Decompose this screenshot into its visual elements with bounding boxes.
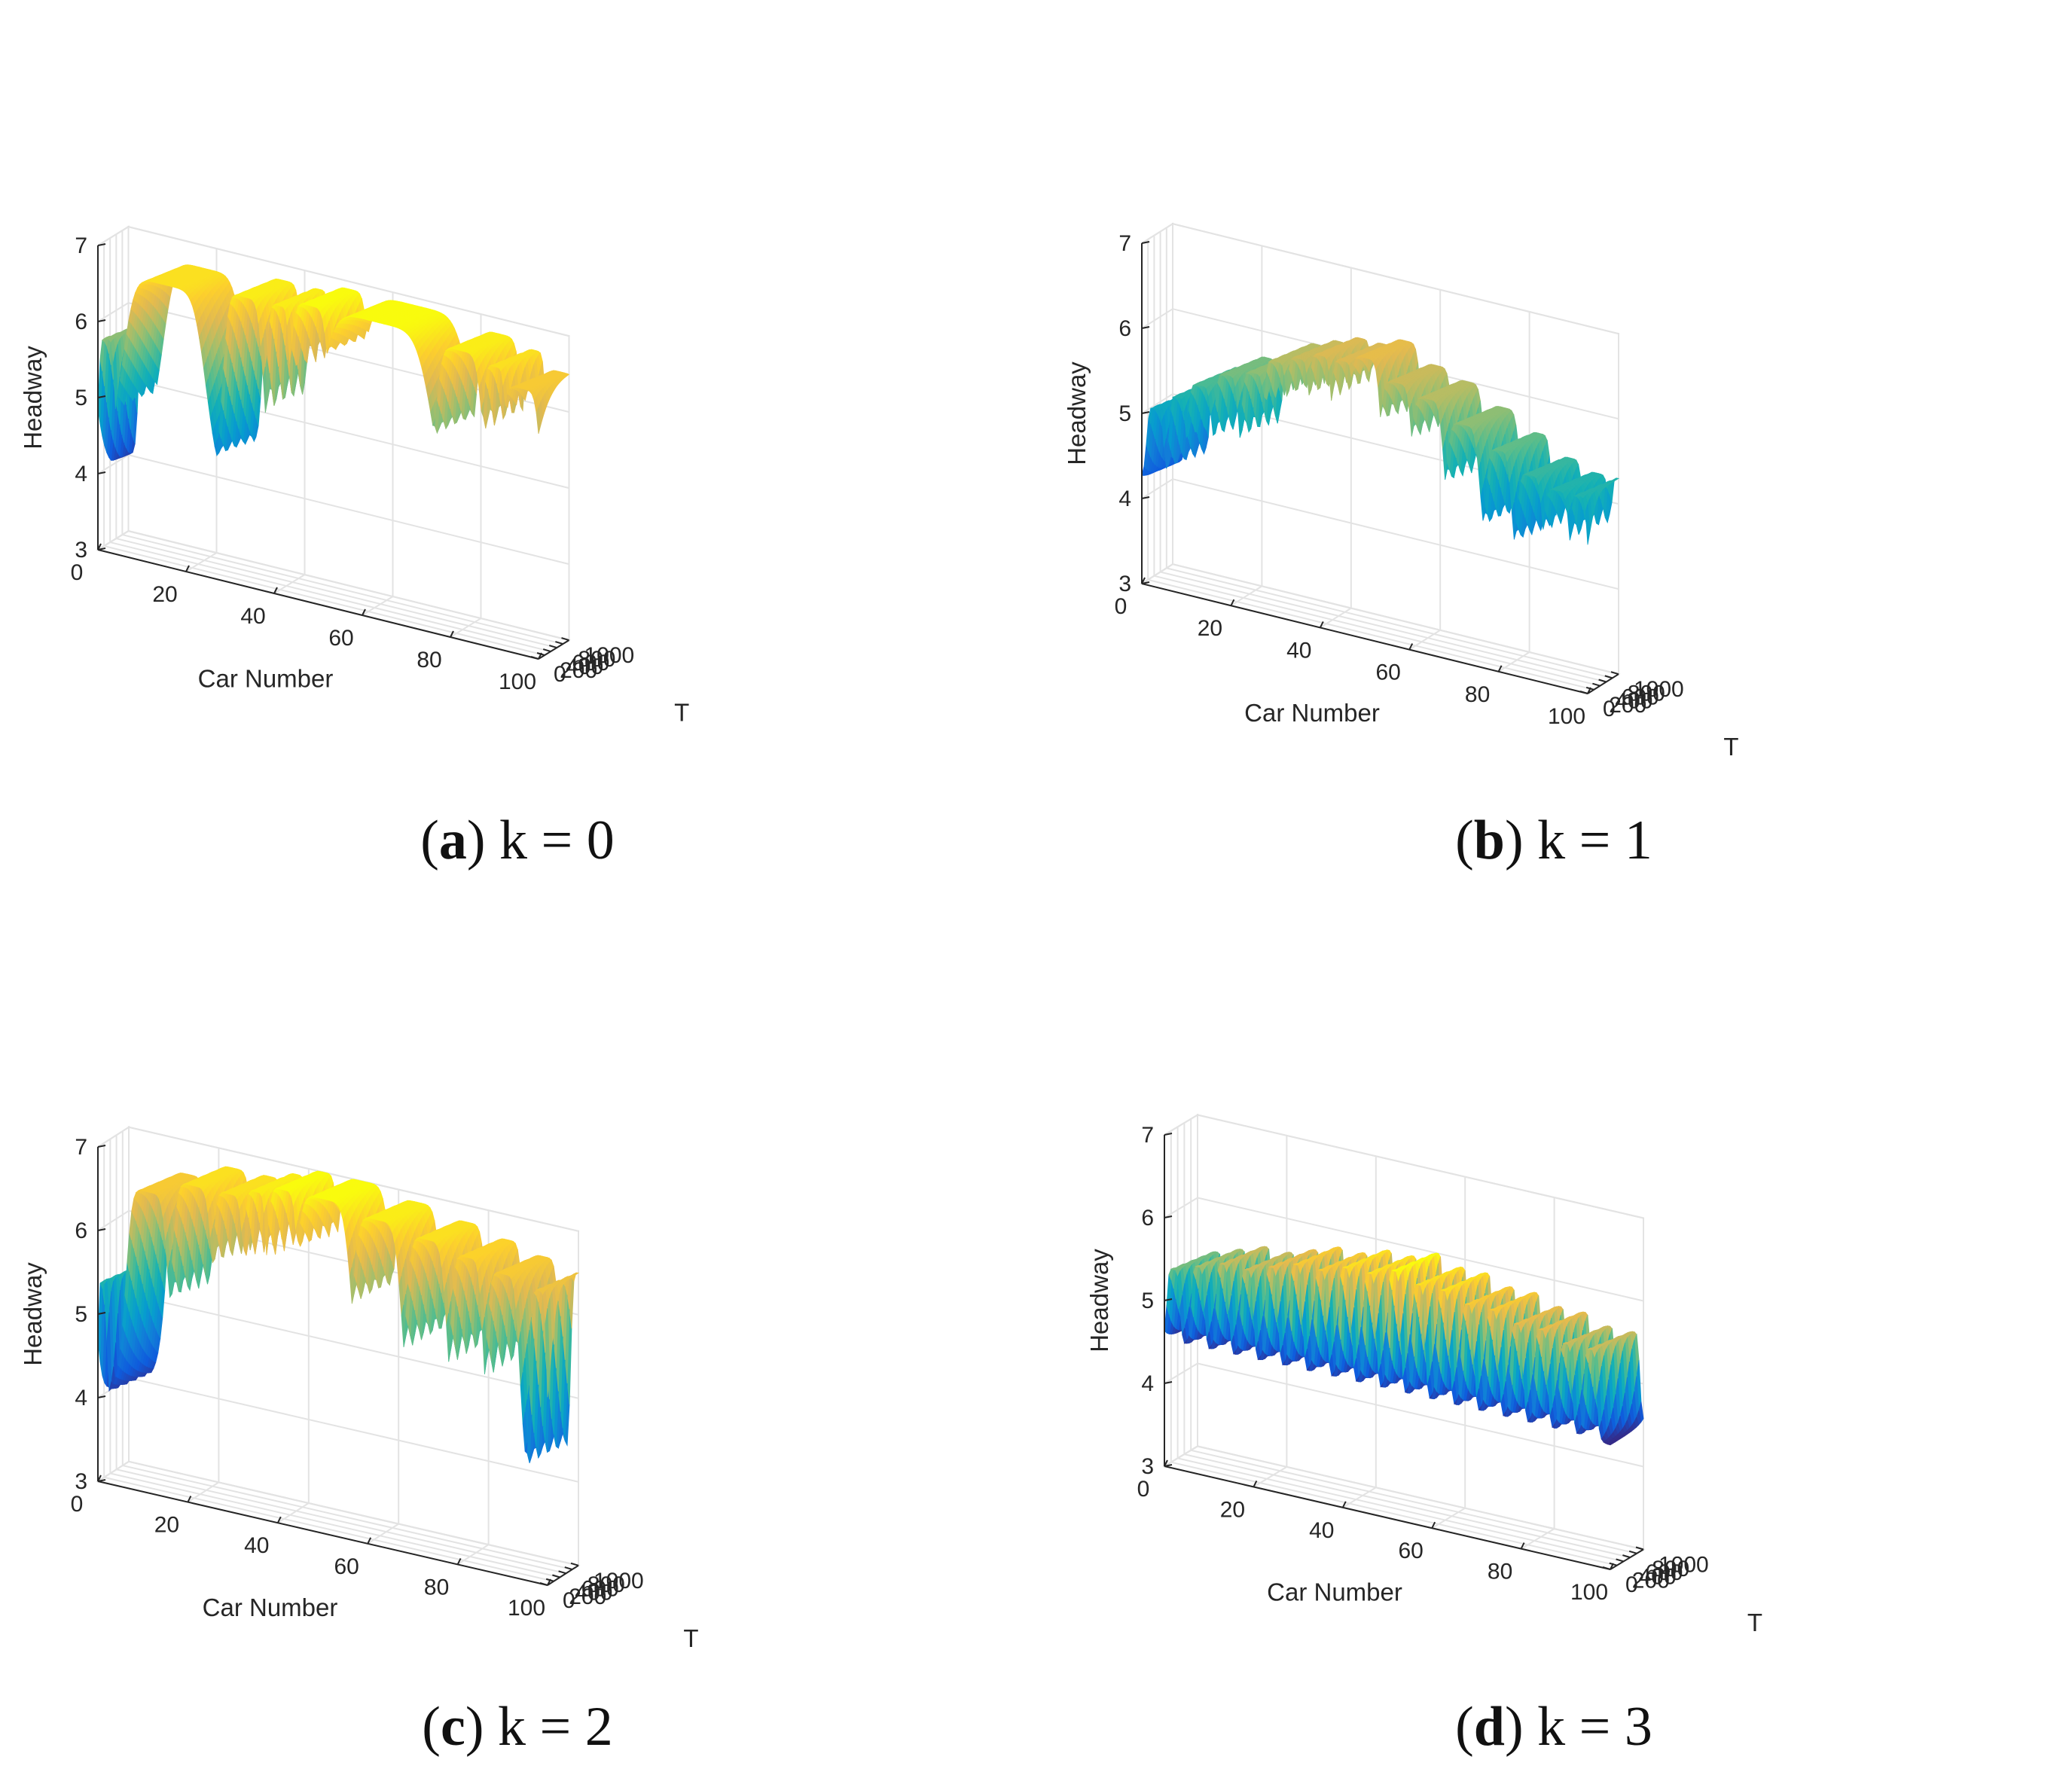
gridline-z-back bbox=[128, 226, 569, 337]
gridline-t-floor bbox=[1166, 567, 1613, 679]
surface bbox=[97, 264, 570, 462]
gridline-z-back bbox=[1172, 223, 1619, 335]
gridline-z-side bbox=[97, 530, 130, 550]
t-tick-label: 1000 bbox=[584, 643, 635, 668]
gridline-t-floor bbox=[103, 545, 545, 656]
gridline-z-side bbox=[97, 226, 130, 246]
t-tick-label: 800 bbox=[578, 647, 615, 672]
z-tick-mark bbox=[97, 395, 106, 398]
x-tick-label: 20 bbox=[152, 582, 177, 607]
t-tick-mark bbox=[561, 637, 569, 642]
gridline-z-side bbox=[1141, 223, 1173, 244]
t-tick-mark bbox=[542, 648, 551, 652]
t-tick-mark bbox=[530, 656, 539, 660]
x-tick-label: 60 bbox=[328, 626, 353, 651]
gridline-t-floor bbox=[116, 538, 557, 649]
z-axis-label: Headway bbox=[19, 346, 47, 450]
x-tick-label: 100 bbox=[499, 669, 536, 694]
gridline-z-side bbox=[1141, 563, 1173, 584]
caption-paren-open: ( bbox=[420, 810, 439, 871]
gridline-z-back bbox=[1172, 478, 1619, 590]
gridline-z-side bbox=[1141, 393, 1173, 414]
gridline-t-floor bbox=[109, 541, 551, 653]
gridline-z-back bbox=[128, 530, 569, 642]
z-tick-label: 4 bbox=[75, 462, 87, 486]
gridline-t-floor bbox=[1147, 578, 1594, 691]
x-axis-line bbox=[97, 549, 539, 660]
x-tick-mark bbox=[273, 587, 278, 594]
gridline-x-floor bbox=[1320, 607, 1352, 629]
z-tick-mark bbox=[97, 243, 106, 246]
gridline-z-back bbox=[128, 378, 569, 489]
panel-caption: (a) k = 0 bbox=[420, 810, 615, 871]
t-tick-mark bbox=[555, 641, 563, 645]
z-tick-label: 7 bbox=[75, 233, 87, 258]
t-tick-mark bbox=[536, 652, 545, 656]
t-tick-label: 400 bbox=[566, 654, 603, 679]
t-tick-label: 600 bbox=[572, 651, 609, 675]
gridline-z-side bbox=[97, 454, 130, 474]
z-tick-label: 6 bbox=[75, 310, 87, 334]
surface-panel-b: 0 20 40 60 80 100 0 200 400 600 800 1000 3 4 5 6 7 Car Nu… bbox=[1036, 0, 2072, 889]
caption-paren-close: ) bbox=[467, 810, 499, 871]
surface bbox=[1141, 337, 1620, 545]
caption-letter: a bbox=[439, 810, 467, 871]
gridline-x-floor bbox=[1498, 651, 1530, 672]
gridline-z-back bbox=[128, 454, 569, 566]
surface-facet bbox=[536, 407, 542, 435]
gridline-t-floor bbox=[122, 534, 563, 645]
gridline-z-side bbox=[1141, 478, 1173, 499]
t-axis-label: T bbox=[674, 699, 689, 727]
x-axis-label: Car Number bbox=[198, 665, 334, 693]
x-tick-label: 0 bbox=[71, 560, 84, 585]
x-tick-mark bbox=[362, 608, 366, 616]
gridline-t-floor bbox=[1154, 575, 1601, 687]
gridline-z-side bbox=[97, 302, 130, 322]
gridline-x-floor bbox=[450, 618, 482, 638]
t-axis-line bbox=[538, 639, 570, 660]
x-tick-label: 40 bbox=[240, 604, 265, 629]
gridline-x-floor bbox=[185, 552, 218, 572]
t-tick-label: 200 bbox=[560, 658, 597, 683]
x-tick-mark bbox=[185, 565, 190, 572]
gridline-x-floor bbox=[273, 574, 306, 594]
z-tick-label: 5 bbox=[75, 386, 87, 410]
surface-panel-a: 0 20 40 60 80 100 0 200 400 600 800 1000 3 4 5 6 7 Car Nu… bbox=[0, 0, 1036, 889]
z-tick-mark bbox=[97, 471, 106, 474]
gridline-x-floor bbox=[362, 596, 394, 616]
x-tick-mark bbox=[450, 630, 454, 638]
gridline-z-back bbox=[1172, 563, 1619, 675]
t-tick-mark bbox=[549, 645, 557, 649]
axes-box bbox=[1140, 222, 1621, 695]
x-tick-mark bbox=[97, 543, 102, 550]
z-tick-mark bbox=[97, 319, 106, 322]
t-tick-label: 0 bbox=[554, 662, 566, 687]
z-tick-label: 3 bbox=[75, 538, 87, 563]
x-tick-label: 80 bbox=[417, 648, 441, 672]
z-tick-mark bbox=[97, 547, 106, 550]
gridline-x-floor bbox=[1408, 629, 1441, 651]
caption-param: k = 0 bbox=[499, 810, 615, 871]
gridline-t-floor bbox=[1160, 571, 1607, 683]
gridline-x-floor bbox=[1230, 585, 1262, 607]
gridline-z-side bbox=[1141, 308, 1173, 329]
